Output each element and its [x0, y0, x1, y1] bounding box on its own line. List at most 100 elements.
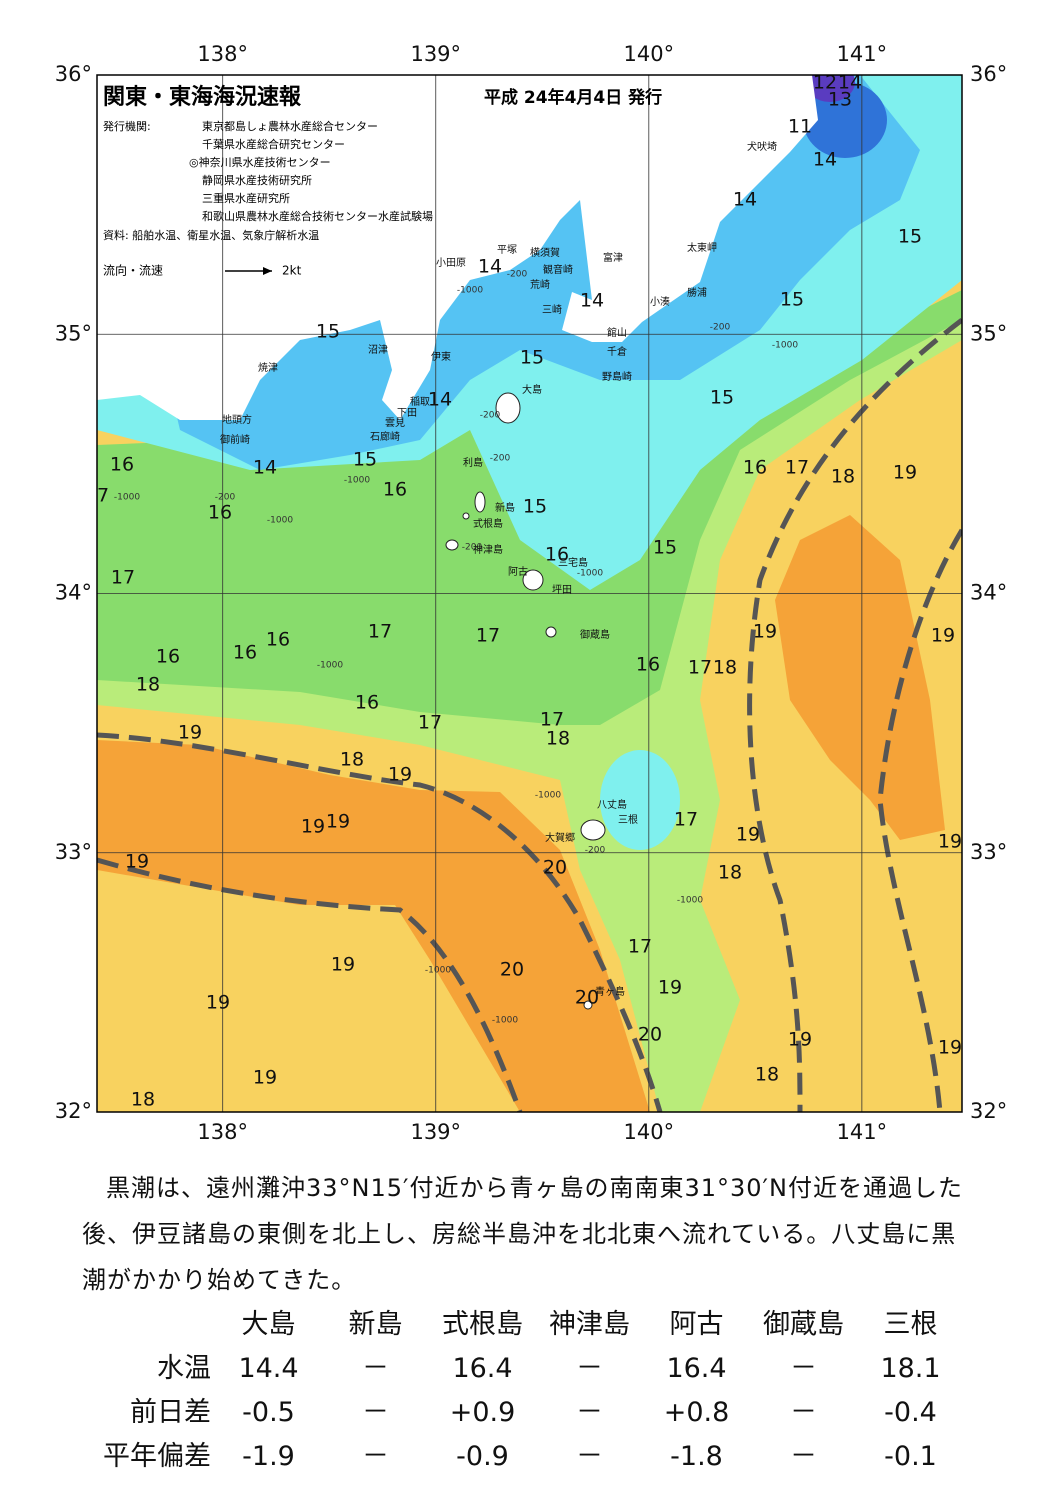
- depth-label: -1000: [317, 661, 343, 671]
- place-name: 大賀郷: [545, 831, 575, 844]
- islands: [445, 392, 606, 1010]
- depth-label: -1000: [267, 516, 293, 526]
- lon-label: 141°: [837, 42, 888, 66]
- table-cell: －: [576, 1397, 603, 1428]
- lat-label: 32°: [55, 1099, 92, 1123]
- lat-label: 33°: [55, 840, 92, 864]
- isotherm-label: 19: [178, 722, 202, 744]
- isotherm-label: 16: [636, 654, 660, 676]
- depth-label: -1000: [577, 569, 603, 579]
- place-name: 沼津: [368, 343, 388, 356]
- place-name: 富津: [603, 251, 623, 264]
- depth-label: -200: [585, 846, 606, 856]
- depth-label: -200: [507, 270, 528, 280]
- isotherm-label: 14: [428, 389, 452, 411]
- table-cell: 16.4: [666, 1353, 727, 1384]
- table-cell: -1.8: [670, 1441, 723, 1472]
- place-name: 青ヶ島: [595, 985, 625, 998]
- isotherm-label: 16: [266, 629, 290, 651]
- isotherm-label: 19: [788, 1029, 812, 1051]
- isotherm-label: 17: [674, 809, 698, 831]
- isotherm-label: 19: [388, 764, 412, 786]
- place-name: 焼津: [258, 362, 278, 374]
- table-cell: -0.1: [884, 1441, 937, 1472]
- map-frame: [96, 74, 963, 1113]
- isotherm-label: 14: [478, 256, 502, 278]
- place-name: 三根: [618, 813, 638, 826]
- issuer-label: 発行機関:: [103, 119, 151, 133]
- column-header: 三根: [883, 1309, 938, 1340]
- place-name: 下田: [397, 408, 417, 419]
- place-name: 犬吠埼: [747, 140, 777, 153]
- isotherm-label: 19: [753, 621, 777, 643]
- place-name: 御蔵島: [580, 628, 610, 641]
- column-header: 式根島: [442, 1309, 523, 1340]
- source: 資料: 船舶水温、衛星水温、気象庁解析水温: [103, 228, 319, 242]
- isotherm-label: 17: [688, 657, 712, 679]
- place-name: 館山: [607, 326, 627, 339]
- isotherm-label: 16: [383, 479, 407, 501]
- isotherm-label: 19: [736, 824, 760, 846]
- lon-label: 139°: [410, 1120, 461, 1144]
- isotherm-label: 15: [353, 449, 377, 471]
- lat-label: 34°: [970, 581, 1007, 605]
- depth-label: -200: [490, 454, 511, 464]
- place-name: 荒崎: [530, 278, 550, 291]
- table-cell: －: [790, 1441, 817, 1472]
- table-cell: +0.9: [449, 1397, 516, 1428]
- table-cell: -0.4: [884, 1397, 937, 1428]
- isotherm-label: 15: [520, 347, 544, 369]
- place-name: 御前崎: [220, 433, 250, 446]
- place-name: 小田原: [436, 257, 466, 269]
- island-table: 大島 新島 式根島 神津島 阿古 御蔵島 三根 水温 14.4 － 16.4 － 16.4 － 18.1 前日…: [0, 1305, 964, 1477]
- place-name: 小湊: [650, 295, 670, 308]
- isotherm-label: 16: [355, 692, 379, 714]
- depth-label: -1000: [677, 896, 703, 906]
- depth-label: -1000: [425, 966, 451, 976]
- lon-label: 138°: [197, 1120, 248, 1144]
- isotherm-label: 18: [546, 728, 570, 750]
- isotherm-label: 14: [253, 457, 277, 479]
- issuer: 和歌山県農林水産総合技術センター水産試験場: [202, 209, 433, 223]
- map-title: 関東・東海海況速報: [103, 84, 302, 110]
- place-name: 三崎: [542, 303, 562, 316]
- place-name: 坪田: [552, 583, 572, 596]
- isotherm-label: 18: [136, 674, 160, 696]
- depth-label: -1000: [535, 791, 561, 801]
- issuer: 三重県水産研究所: [202, 191, 290, 205]
- row-label: 前日差: [130, 1397, 211, 1428]
- table-cell: +0.8: [663, 1397, 730, 1428]
- table-cell: －: [576, 1441, 603, 1472]
- isotherm-label: 19: [125, 851, 149, 873]
- issuer: 東京都島しょ農林水産総合センター: [202, 119, 378, 133]
- depth-label: -1000: [457, 286, 483, 296]
- place-name: 阿古: [508, 565, 528, 578]
- isotherm-label: 19: [893, 462, 917, 484]
- table-cell: －: [362, 1353, 389, 1384]
- depth-label: -200: [215, 493, 236, 503]
- isotherm-label: 18: [755, 1064, 779, 1086]
- place-name: 三宅島: [558, 556, 588, 569]
- place-name: 八丈島: [597, 798, 627, 811]
- isotherm-label: 17: [418, 712, 442, 734]
- table-cell: －: [576, 1353, 603, 1384]
- place-name: 観音崎: [543, 263, 573, 276]
- isotherm-label: 19: [331, 954, 355, 976]
- lon-label: 140°: [624, 42, 675, 66]
- depth-label: -1000: [492, 1016, 518, 1026]
- place-name: 大島: [522, 383, 542, 396]
- place-name: 横須賀: [530, 246, 560, 259]
- issuer: 静岡県水産技術研究所: [202, 173, 312, 187]
- column-header: 神津島: [549, 1309, 630, 1340]
- isotherm-label: 14: [580, 290, 604, 312]
- issuer: 千葉県水産総合研究センター: [202, 137, 345, 151]
- legend-arrowhead: [263, 267, 272, 275]
- summary: 黒潮は、遠州灘沖33°N15′付近から青ヶ島の南南東31°30′N付近を通過した…: [82, 1174, 963, 1294]
- isotherm-label: 15: [898, 226, 922, 248]
- legend-scale: 2kt: [282, 264, 302, 278]
- lat-label: 36°: [55, 62, 92, 86]
- isotherm-label: 19: [658, 977, 682, 999]
- table-cell: －: [790, 1353, 817, 1384]
